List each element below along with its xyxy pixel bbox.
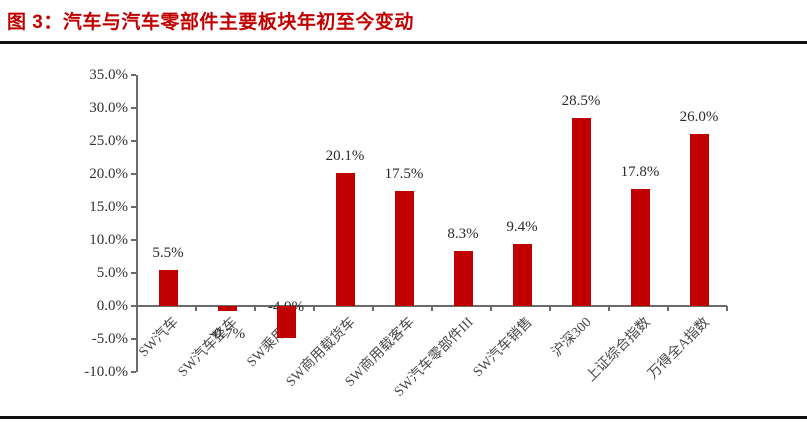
y-axis-tick (131, 74, 136, 76)
y-axis-tick (131, 206, 136, 208)
x-axis-tick (549, 306, 551, 311)
y-axis-tick-label: -5.0% (91, 331, 128, 347)
y-axis-tick-label: 35.0% (89, 67, 128, 83)
bar (630, 188, 650, 306)
x-axis-tick (313, 306, 315, 311)
y-axis-tick-label: -10.0% (84, 364, 128, 380)
x-axis-tick (254, 306, 256, 311)
bar (158, 269, 178, 306)
bar (394, 190, 414, 306)
bar-value-label: 20.1% (325, 148, 365, 165)
bar (512, 243, 532, 306)
y-axis-tick (131, 239, 136, 241)
x-axis-tick (431, 306, 433, 311)
y-axis-tick (131, 107, 136, 109)
y-axis-tick (131, 338, 136, 340)
y-axis-tick (131, 371, 136, 373)
x-axis-tick (608, 306, 610, 311)
bar (453, 251, 473, 306)
bar-value-label: 17.5% (384, 165, 424, 182)
y-axis-tick-label: 10.0% (89, 232, 128, 248)
y-axis-tick-label: 20.0% (89, 166, 128, 182)
bottom-divider-rule (0, 416, 807, 419)
x-axis-tick (195, 306, 197, 311)
bar-value-label: 8.3% (447, 226, 479, 243)
x-axis-tick (726, 306, 728, 311)
bar (335, 173, 355, 306)
bar-value-label: 5.5% (152, 244, 184, 261)
x-axis-tick (372, 306, 374, 311)
bar (689, 134, 709, 306)
title-divider-rule (0, 41, 807, 44)
y-axis-tick (131, 140, 136, 142)
bar-value-label: 26.0% (679, 109, 719, 126)
bar-value-label: -0.7% (208, 325, 246, 342)
y-axis-tick-label: 15.0% (89, 199, 128, 215)
category-label: SW汽车销售 (470, 315, 536, 381)
y-axis-tick (131, 305, 136, 307)
bar-value-label: 28.5% (561, 92, 601, 109)
bar (217, 306, 237, 311)
x-axis-tick (136, 306, 138, 311)
figure-title: 图 3：汽车与汽车零部件主要板块年初至今变动 (7, 12, 414, 33)
bar (571, 117, 591, 306)
y-axis-line (136, 75, 138, 372)
category-label: 万得全A指数 (645, 315, 713, 383)
x-axis-tick (667, 306, 669, 311)
bar (276, 306, 296, 339)
bar-value-label: 17.8% (620, 163, 660, 180)
y-axis-tick (131, 173, 136, 175)
y-axis-tick-label: 30.0% (89, 100, 128, 116)
y-axis-tick-label: 25.0% (89, 133, 128, 149)
y-axis-tick-label: 0.0% (96, 298, 128, 314)
bar-value-label: 9.4% (506, 218, 538, 235)
y-axis-tick (131, 272, 136, 274)
category-label: 沪深300 (549, 315, 595, 361)
x-axis-tick (490, 306, 492, 311)
category-label: SW汽车 (136, 315, 182, 361)
y-axis-tick-label: 5.0% (96, 265, 128, 281)
